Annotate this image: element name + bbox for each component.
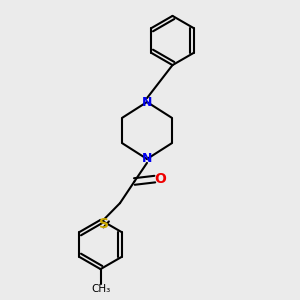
Text: N: N [142,95,152,109]
Text: O: O [154,172,166,186]
Text: N: N [142,152,152,166]
Text: CH₃: CH₃ [91,284,110,295]
Text: S: S [98,217,109,230]
